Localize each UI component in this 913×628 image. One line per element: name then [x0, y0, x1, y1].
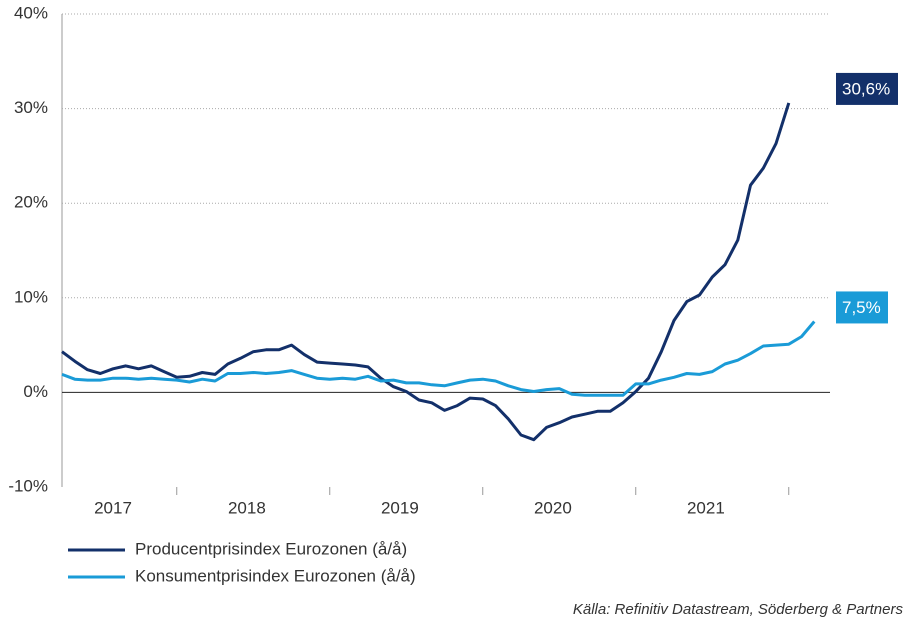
x-tick-label: 2017	[94, 498, 132, 517]
legend-label: Producentprisindex Eurozonen (å/å)	[135, 539, 407, 558]
source: Källa: Refinitiv Datastream, Söderberg &…	[573, 601, 904, 618]
series-line	[61, 320, 816, 397]
y-tick-label: 30%	[14, 98, 48, 117]
y-tick-label: 0%	[23, 382, 48, 401]
series-line	[61, 102, 791, 442]
y-tick-label: 10%	[14, 287, 48, 306]
legend-label: Konsumentprisindex Eurozonen (å/å)	[135, 566, 416, 585]
end-label: 30,6%	[842, 79, 890, 98]
x-tick-label: 2019	[381, 498, 419, 517]
end-label-box	[836, 72, 898, 105]
x-tick-label: 2021	[687, 498, 725, 517]
y-tick-label: -10%	[8, 476, 48, 495]
end-label-box	[836, 291, 888, 324]
x-tick-label: 2018	[228, 498, 266, 517]
end-label: 7,5%	[842, 298, 881, 317]
x-tick-label: 2020	[534, 498, 572, 517]
y-tick-label: 20%	[14, 193, 48, 212]
y-tick-label: 40%	[14, 3, 48, 22]
